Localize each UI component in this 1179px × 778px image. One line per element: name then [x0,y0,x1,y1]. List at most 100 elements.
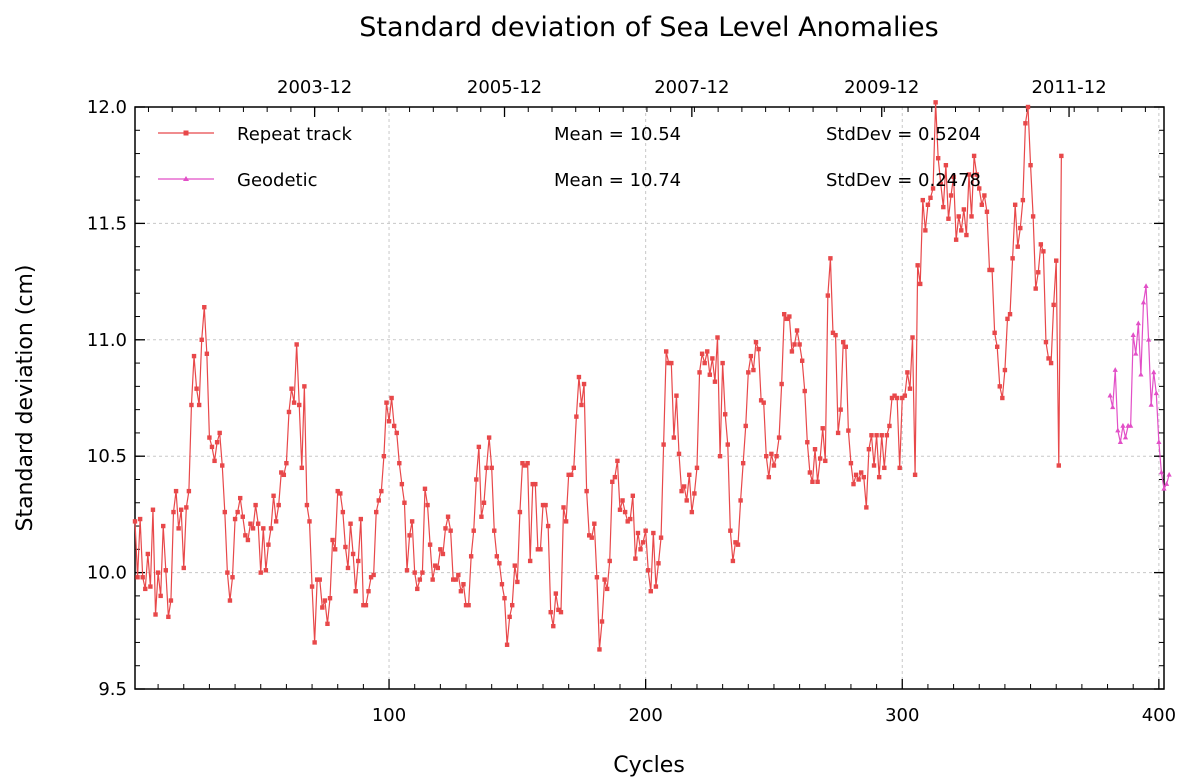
data-point-repeat-track [843,344,849,349]
data-point-repeat-track [486,435,492,440]
data-point-repeat-track [710,356,715,361]
data-point-repeat-track [407,533,412,538]
x-tick-label: 400 [1142,705,1176,726]
data-point-repeat-track [943,163,949,168]
data-point-repeat-track [630,493,636,498]
data-point-geodetic [1128,422,1134,428]
data-point-repeat-track [322,598,328,603]
data-point-repeat-track [507,614,512,620]
x-tick-label: 200 [628,705,662,726]
data-point-repeat-track [612,474,618,480]
data-point-repeat-track [353,589,358,594]
data-point-geodetic [1133,350,1139,356]
data-point-repeat-track [186,488,192,494]
data-point-repeat-track [384,400,389,405]
data-point-repeat-track [397,460,402,466]
data-point-repeat-track [920,197,925,203]
data-point-geodetic [1120,422,1126,428]
data-point-repeat-track [425,502,430,508]
data-point-repeat-track [553,591,559,596]
legend: Repeat track Mean = 10.54 StdDev = 0.520… [158,124,981,191]
data-point-repeat-track [966,172,972,177]
data-point-repeat-track [291,400,297,405]
data-point-repeat-track [430,577,435,582]
data-point-repeat-track [746,370,751,375]
data-point-repeat-track [230,575,235,580]
data-point-repeat-track [771,463,777,468]
data-point-repeat-track [533,481,538,487]
data-point-geodetic [1130,332,1136,337]
data-point-repeat-track [289,386,294,391]
data-point-repeat-track [225,570,230,575]
data-point-repeat-track [366,589,371,594]
series-geodetic [1107,283,1172,491]
data-point-repeat-track [846,428,851,433]
data-point-repeat-track [137,516,143,522]
data-point-repeat-track [479,514,484,519]
data-point-repeat-track [935,156,941,161]
data-point-repeat-track [989,267,995,273]
legend-marker-repeat-track [183,130,189,136]
data-point-repeat-track [835,430,841,436]
data-point-repeat-track [168,598,174,603]
data-point-repeat-track [273,519,279,524]
data-point-repeat-track [892,393,897,398]
data-point-repeat-track [722,412,728,417]
data-point-repeat-track [338,491,343,496]
data-point-repeat-track [615,458,620,464]
top-tick-label: 2007-12 [654,77,729,98]
data-point-repeat-track [320,605,325,610]
data-point-repeat-track [589,535,594,540]
data-point-repeat-track [1041,249,1046,254]
top-tick-label: 2003-12 [277,77,352,98]
data-point-repeat-track [286,409,292,415]
data-point-repeat-track [209,444,215,450]
data-point-repeat-track [715,335,720,340]
data-point-repeat-track [774,454,779,459]
data-point-repeat-track [799,358,805,363]
data-point-repeat-track [856,477,861,482]
data-point-repeat-track [923,228,928,233]
data-point-repeat-track [381,454,387,459]
data-point-repeat-track [576,374,582,380]
data-point-repeat-track [389,395,394,401]
data-point-repeat-track [497,561,502,566]
data-point-repeat-track [902,393,908,398]
data-point-repeat-track [838,407,843,412]
data-point-geodetic [1156,439,1162,445]
data-point-repeat-track [674,393,679,398]
data-point-repeat-track [143,586,148,592]
data-point-repeat-track [445,514,451,519]
data-point-repeat-track [622,509,628,515]
data-point-repeat-track [730,558,736,564]
data-point-repeat-track [638,547,643,552]
data-point-repeat-track [307,519,312,524]
data-point-repeat-track [930,186,936,191]
data-point-repeat-track [468,554,474,559]
data-point-repeat-track [897,465,902,471]
data-point-repeat-track [191,353,197,359]
data-point-repeat-track [756,346,761,352]
data-point-repeat-track [363,602,369,608]
data-point-repeat-track [438,547,443,552]
data-point-repeat-track [1028,163,1033,168]
data-point-geodetic [1122,434,1129,440]
data-point-repeat-track [253,502,258,508]
y-tick-label: 11.0 [87,330,127,351]
data-point-repeat-track [494,554,500,559]
data-point-repeat-track [663,349,669,354]
data-point-repeat-track [158,593,163,599]
data-point-geodetic [1166,471,1172,477]
data-point-repeat-track [325,621,330,627]
data-point-repeat-track [833,332,838,338]
series-line-repeat-track [134,101,1062,651]
data-point-geodetic [1153,390,1159,396]
data-point-repeat-track [941,204,946,210]
data-point-repeat-track [584,488,589,494]
data-point-repeat-track [284,460,289,466]
data-point-repeat-track [235,509,240,515]
data-point-geodetic [1148,401,1154,407]
data-point-repeat-track [789,349,795,354]
data-point-geodetic [1161,485,1167,491]
data-point-repeat-track [887,423,892,429]
